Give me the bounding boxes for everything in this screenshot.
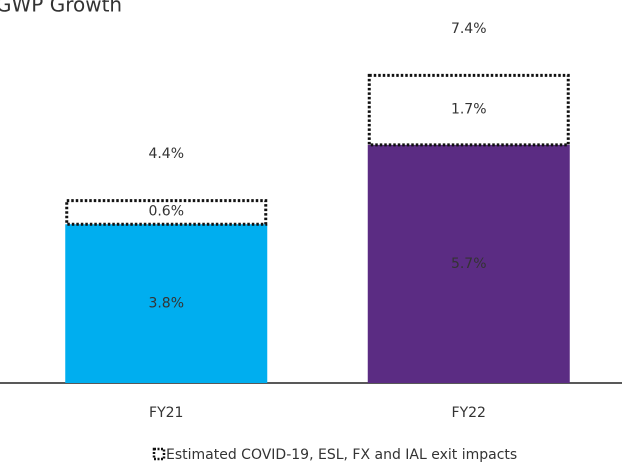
value-label: 1.7% <box>451 101 487 117</box>
bar-segment <box>367 144 570 383</box>
total-label: 4.4% <box>148 146 184 162</box>
value-label: 5.7% <box>451 256 487 272</box>
impact-segment <box>367 73 570 147</box>
x-tick-label: FY22 <box>452 405 486 421</box>
value-label: 0.6% <box>148 204 184 220</box>
legend-swatch <box>152 447 166 461</box>
impact-segment <box>65 199 268 226</box>
chart-title: GWP Growth <box>0 0 122 17</box>
total-label: 7.4% <box>451 21 487 37</box>
value-label: 3.8% <box>148 296 184 312</box>
bar-segment <box>65 224 268 383</box>
legend-label: Estimated COVID-19, ESL, FX and IAL exit… <box>166 447 517 463</box>
x-tick-label: FY21 <box>149 405 183 421</box>
